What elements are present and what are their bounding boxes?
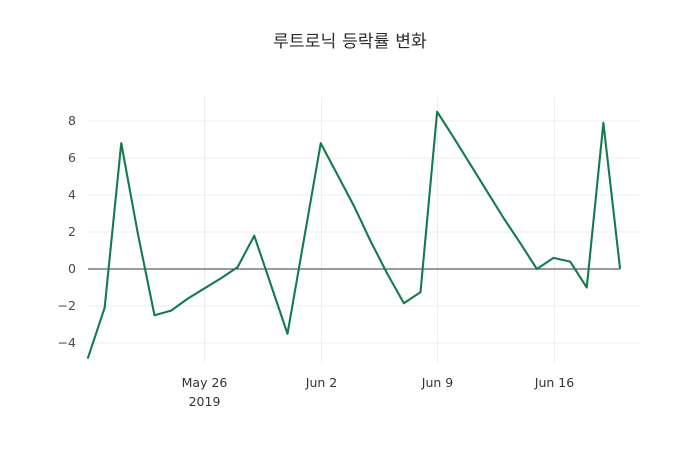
y-axis-tick-label: 0 (68, 261, 76, 276)
y-axis-tick-label: −4 (57, 335, 76, 350)
y-axis-tick-label: 8 (68, 113, 76, 128)
chart-title: 루트로닉 등락률 변화 (273, 32, 427, 52)
x-axis-tick-label: Jun 2 (305, 375, 338, 390)
y-axis-tick-label: −2 (57, 298, 76, 313)
vertical-gridlines (204, 97, 555, 363)
y-axis-tick-label: 2 (68, 224, 76, 239)
x-axis-tick-label: May 26 2019 (160, 373, 250, 411)
x-axis-tick-sublabel: 2019 (188, 394, 221, 409)
data-series-line (86, 110, 622, 359)
horizontal-gridlines (88, 120, 640, 344)
x-axis-tick-label: Jun 16 (534, 375, 575, 390)
x-axis-tick-label: Jun 9 (421, 375, 454, 390)
y-axis-tick-label: 4 (68, 187, 76, 202)
y-axis-tick-label: 6 (68, 150, 76, 165)
